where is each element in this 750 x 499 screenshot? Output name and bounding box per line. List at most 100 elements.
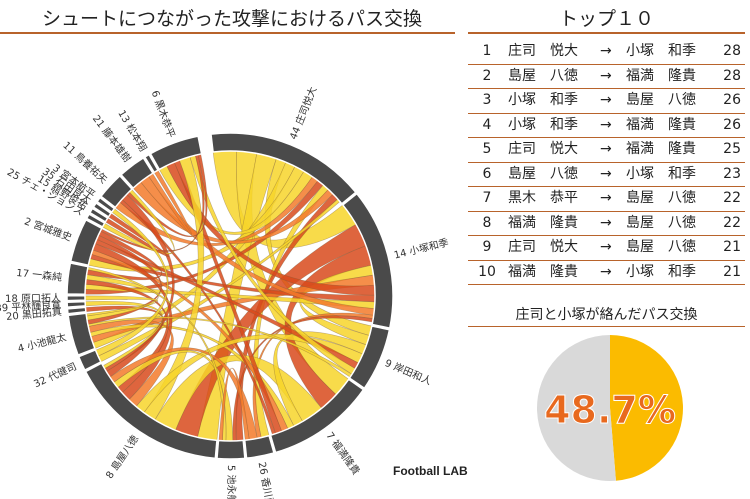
arrow-cell: → (600, 190, 612, 206)
count-cell: 25 (723, 141, 741, 157)
top10-row: 6 島屋 八徳 → 小塚 和季 23 (468, 163, 745, 187)
count-cell: 21 (723, 263, 741, 280)
count-cell: 22 (723, 190, 741, 206)
chord-arc (88, 207, 109, 223)
chord-arc (210, 132, 357, 205)
rank-cell: 4 (482, 116, 492, 133)
chord-arc (99, 174, 134, 209)
receiver-cell: 小塚 和季 (626, 263, 696, 280)
count-cell: 28 (723, 67, 741, 84)
rank-cell: 8 (482, 214, 492, 231)
chord-node-label: 6 黒木恭平 (149, 89, 177, 140)
top10-row: 7 黒木 恭平 → 島屋 八徳 22 (468, 187, 745, 212)
top10-table: 1 庄司 悦大 → 小塚 和季 28 2 島屋 八徳 → 福満 隆貴 28 3 小塚 和季 → 島屋 八徳… (468, 40, 745, 285)
arrow-cell: → (600, 92, 612, 108)
rank-cell: 9 (482, 239, 492, 255)
top10-row: 2 島屋 八徳 → 福満 隆貴 28 (468, 65, 745, 89)
top10-row: 5 庄司 悦大 → 福満 隆貴 25 (468, 138, 745, 163)
chord-links (84, 150, 376, 442)
count-cell: 26 (723, 92, 741, 108)
count-cell: 26 (723, 116, 741, 133)
count-cell: 28 (723, 43, 741, 59)
chord-node-label: 17 一森純 (16, 266, 63, 284)
rank-cell: 5 (482, 141, 492, 157)
passer-cell: 小塚 和季 (508, 92, 578, 108)
rank-cell: 10 (478, 263, 496, 280)
chord-node-label: 8 島屋八徳 (103, 433, 141, 481)
passer-cell: 庄司 悦大 (508, 141, 578, 157)
rank-cell: 2 (482, 67, 492, 84)
share-pie-chart: 48.7% (536, 335, 683, 481)
receiver-cell: 島屋 八徳 (626, 214, 696, 231)
chord-node-label: 18 原口拓人 (5, 292, 61, 305)
top10-row: 3 小塚 和季 → 島屋 八徳 26 (468, 89, 745, 114)
arrow-cell: → (600, 239, 612, 255)
pie-data-label: 48.7% (544, 388, 676, 432)
chord-arc (92, 201, 112, 218)
passer-cell: 福満 隆貴 (508, 214, 578, 231)
chord-node-label: 4 小池龍太 (16, 330, 67, 355)
source-credit: Football LAB (393, 464, 468, 478)
receiver-cell: 福満 隆貴 (626, 141, 696, 157)
arrow-cell: → (600, 67, 612, 84)
arrow-cell: → (600, 263, 612, 280)
chord-arc (66, 306, 87, 315)
chord-arc (269, 378, 365, 454)
rank-cell: 6 (482, 165, 492, 182)
rank-cell: 7 (482, 190, 492, 206)
pie-slice-rest (536, 335, 616, 481)
passer-cell: 福満 隆貴 (508, 263, 578, 280)
chord-arc (66, 294, 86, 302)
passer-cell: 黒木 恭平 (508, 190, 578, 206)
top10-row: 10 福満 隆貴 → 小塚 和季 21 (468, 261, 745, 285)
chord-node-label: 26 香川勇気 (256, 461, 279, 499)
chord-arc (341, 192, 394, 329)
receiver-cell: 島屋 八徳 (626, 239, 696, 255)
chord-arcs (66, 132, 394, 460)
passer-cell: 庄司 悦大 (508, 239, 578, 255)
chord-arc (84, 362, 218, 460)
top10-row: 8 福満 隆貴 → 島屋 八徳 22 (468, 212, 745, 236)
chord-arc (96, 196, 116, 214)
share-divider (468, 326, 745, 327)
receiver-cell: 福満 隆貴 (626, 67, 696, 84)
arrow-cell: → (600, 165, 612, 182)
receiver-cell: 小塚 和季 (626, 165, 696, 182)
receiver-cell: 小塚 和季 (626, 43, 696, 59)
chord-arc (66, 300, 87, 308)
chord-arc (69, 218, 103, 267)
chord-node-label: 44 庄司悦大 (287, 85, 320, 142)
chord-chart-title: シュートにつながった攻撃におけるパス交換 (41, 8, 422, 30)
chord-arc (149, 135, 203, 171)
rank-cell: 3 (482, 92, 492, 108)
receiver-cell: 島屋 八徳 (626, 92, 696, 108)
count-cell: 23 (723, 165, 741, 182)
share-title: 庄司と小塚が絡んだパス交換 (515, 307, 698, 323)
chord-arc (77, 349, 102, 372)
chord-node-label: 2 宮城雅史 (23, 214, 74, 243)
arrow-cell: → (600, 214, 612, 231)
chord-node-label: 39 平林輝良寛 (0, 298, 62, 315)
receiver-cell: 島屋 八徳 (626, 190, 696, 206)
chord-arc (120, 156, 154, 190)
top10-row: 4 小塚 和季 → 福満 隆貴 26 (468, 114, 745, 138)
count-cell: 21 (723, 239, 741, 255)
chord-diagram: 44 庄司悦大 14 小塚和季 9 岸田和人 7 福満隆貴 26 香川勇気 5 池永航 8 … (0, 85, 450, 499)
chord-arc (85, 213, 106, 228)
chord-arc (143, 153, 159, 174)
passer-cell: 小塚 和季 (508, 116, 578, 133)
pie-slice-share (610, 335, 683, 481)
chord-node-label: 14 小塚和季 (393, 237, 450, 262)
title-divider-right (468, 32, 745, 34)
arrow-cell: → (600, 141, 612, 157)
arrow-cell: → (600, 43, 612, 59)
chord-arc (243, 434, 275, 459)
chord-node-label: 9 岸田和人 (383, 357, 433, 388)
top10-row: 9 庄司 悦大 → 島屋 八徳 21 (468, 236, 745, 261)
ranking-title: トップ１０ (558, 8, 654, 30)
top10-row: 1 庄司 悦大 → 小塚 和季 28 (468, 40, 745, 65)
rank-cell: 1 (482, 43, 492, 59)
receiver-cell: 福満 隆貴 (626, 116, 696, 133)
chord-node-label: 32 代健司 (32, 360, 79, 390)
passer-cell: 島屋 八徳 (508, 67, 578, 84)
